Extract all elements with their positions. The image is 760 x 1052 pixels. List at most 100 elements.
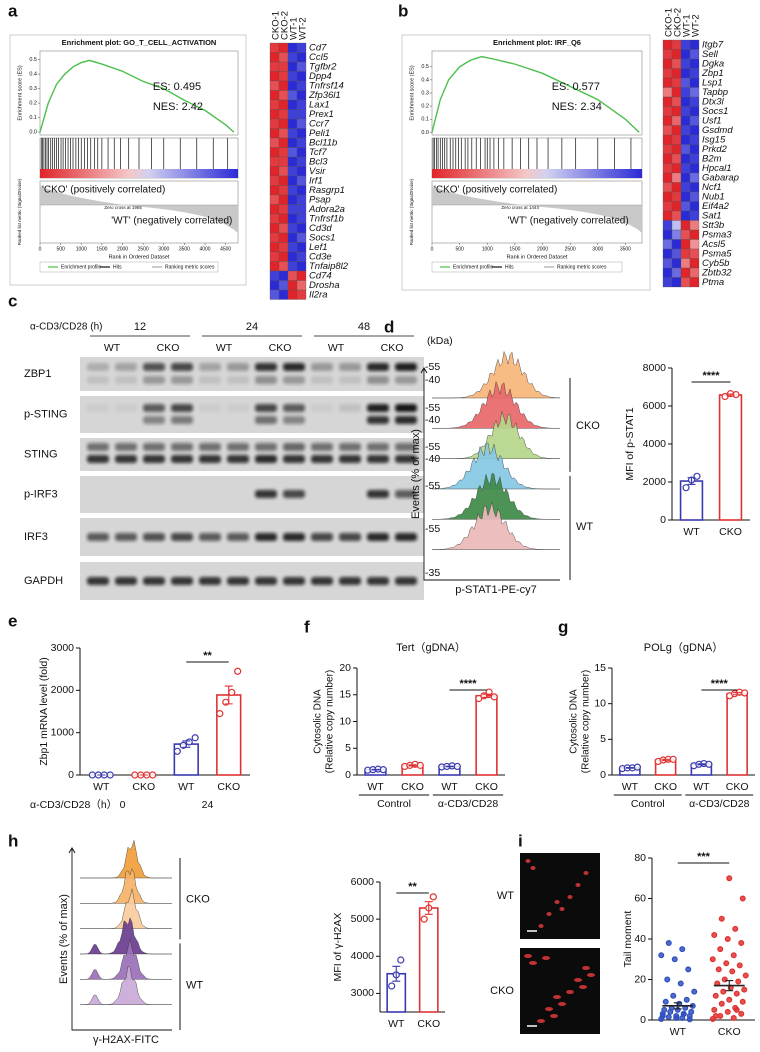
panel-letter: b <box>398 1 408 20</box>
data-point <box>216 710 224 718</box>
gene-label: Cd3e <box>309 251 332 262</box>
heatmap-cell <box>680 201 691 212</box>
heatmap-cell <box>287 270 298 281</box>
error-bar <box>224 685 233 705</box>
heatmap-cell <box>296 99 307 110</box>
blot-band <box>395 577 417 585</box>
x-tick-label: 1000 <box>482 246 493 252</box>
data-point <box>149 771 157 779</box>
heatmap-cell <box>662 239 673 250</box>
gene-label: Irf1 <box>309 175 323 186</box>
gene-label: Zbtb32 <box>701 267 732 278</box>
y-tick-label: 10 <box>339 715 351 727</box>
data-point <box>397 956 405 964</box>
heatmap-cell <box>269 185 280 196</box>
heatmap-cell <box>689 58 700 69</box>
blot-band <box>339 533 361 541</box>
blot-band <box>255 416 277 424</box>
group-label: 24 <box>202 799 214 811</box>
heatmap-cell <box>278 270 289 281</box>
data-point <box>658 952 665 959</box>
y-tick-label: 0.1 <box>421 117 429 123</box>
heatmap-cell <box>680 106 691 117</box>
heatmap-cell <box>287 128 298 139</box>
blot-band <box>87 455 109 463</box>
chart-title: Tert（gDNA） <box>396 641 466 654</box>
data-point <box>228 688 236 697</box>
heatmap-cell <box>278 109 289 120</box>
heatmap-cell <box>278 128 289 139</box>
legend-label: Hits <box>505 264 514 270</box>
heatmap-cell <box>296 42 307 53</box>
gene-label: Dtx3l <box>702 96 725 107</box>
gene-label: Psma3 <box>702 229 732 240</box>
histogram <box>79 888 173 929</box>
gene-label: Psap <box>309 194 331 205</box>
heatmap-cell <box>287 166 298 177</box>
y-axis-label: MFI of γ-H2AX <box>332 913 344 982</box>
time-label: 12 <box>134 321 146 333</box>
heatmap-cell <box>662 267 673 278</box>
data-point <box>724 935 731 942</box>
comet-label: CKO <box>490 985 514 997</box>
histogram <box>432 350 561 399</box>
x-tick-label: WT <box>670 1026 687 1038</box>
heatmap-cell <box>662 153 673 164</box>
heatmap-cell <box>269 270 280 281</box>
blot-row-label: p-STING <box>24 408 67 420</box>
heatmap-cell <box>296 109 307 120</box>
blot-background <box>80 562 424 600</box>
gene-label: Tapbp <box>702 87 728 98</box>
heatmap-column: WT-2 <box>691 14 702 37</box>
blot-band <box>143 416 165 424</box>
heatmap-cell <box>662 68 673 79</box>
heatmap-cell <box>680 39 691 50</box>
data-point <box>739 895 746 902</box>
data-point <box>741 689 749 697</box>
heatmap-cell <box>269 251 280 262</box>
blot-band <box>171 577 193 585</box>
heatmap-cell <box>662 172 673 183</box>
data-point <box>742 972 749 979</box>
heatmap-cell <box>287 99 298 110</box>
heatmap-cell <box>680 267 691 278</box>
blot-band <box>171 376 193 384</box>
gene-label: Sat1 <box>702 210 722 221</box>
heatmap-cell <box>689 201 700 212</box>
data-point <box>673 1014 680 1021</box>
comet-dot <box>550 1014 558 1018</box>
gene-label: Il2ra <box>309 289 327 300</box>
histogram <box>431 380 561 429</box>
heatmap-cell <box>278 280 289 291</box>
blot-band <box>199 404 221 412</box>
nes-text: NES: 2.34 <box>552 101 602 113</box>
gene-label: Acsl5 <box>701 239 726 250</box>
blot-band <box>283 455 305 463</box>
data-point <box>726 996 733 1003</box>
heatmap-cell <box>287 80 298 91</box>
gene-label: Cyb5b <box>702 258 729 269</box>
gene-label: Zbp1 <box>701 68 724 79</box>
flow-x-label: p-STAT1-PE-cy7 <box>455 584 537 596</box>
heatmap-cell <box>671 134 682 145</box>
x-tick-label: WT <box>622 781 639 793</box>
heatmap-cell <box>662 220 673 231</box>
x-tick-label: 1500 <box>509 246 520 252</box>
blot-band <box>115 455 137 463</box>
heatmap-cell <box>269 52 280 63</box>
blot-band <box>255 577 277 585</box>
gene-label: Bcl3 <box>309 156 328 167</box>
panel-letter: i <box>518 831 523 850</box>
blot-band <box>339 376 361 384</box>
data-point <box>705 760 713 768</box>
data-point <box>732 391 740 399</box>
blot-band <box>339 577 361 585</box>
blot-band <box>171 404 193 412</box>
heatmap-cell <box>278 99 289 110</box>
blot-band <box>395 363 417 371</box>
x-tick-label: 2500 <box>565 246 576 252</box>
metric-axis-label: Ranked list metric (Signal2Noise) <box>409 178 414 245</box>
blot-band <box>283 416 305 424</box>
blot-band <box>283 577 305 585</box>
panel-letter: d <box>384 317 394 336</box>
